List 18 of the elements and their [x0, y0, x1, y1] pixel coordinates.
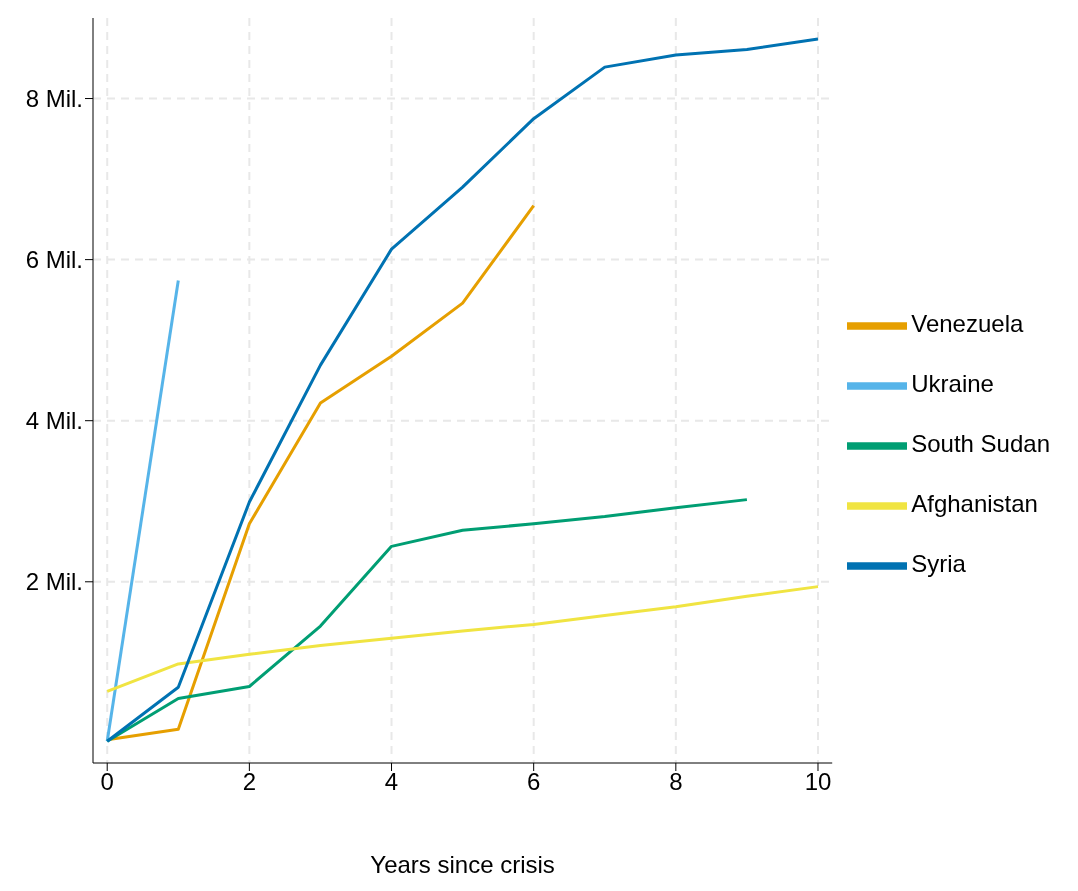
- legend-label: Venezuela: [911, 309, 1024, 337]
- x-tick-label: 6: [527, 768, 541, 796]
- x-tick-label: 2: [242, 768, 257, 796]
- legend-label: Afghanistan: [911, 489, 1038, 517]
- x-tick-label: 8: [669, 768, 683, 796]
- line-series: [105, 37, 820, 743]
- x-axis-title: Years since crisis: [370, 851, 555, 878]
- x-tick-label: 0: [100, 768, 114, 796]
- x-tick-label: 10: [804, 768, 832, 796]
- x-tick-label: 4: [384, 768, 399, 796]
- y-tick-label: 6 Mil.: [25, 246, 83, 274]
- y-tick-label: 2 Mil.: [25, 568, 83, 596]
- legend-label: Syria: [911, 549, 966, 577]
- y-tick-label: 4 Mil.: [25, 407, 83, 435]
- legend-label: South Sudan: [911, 429, 1050, 457]
- legend-label: Ukraine: [911, 369, 994, 397]
- line-series: [105, 585, 820, 693]
- y-tick-label: 8 Mil.: [25, 85, 83, 113]
